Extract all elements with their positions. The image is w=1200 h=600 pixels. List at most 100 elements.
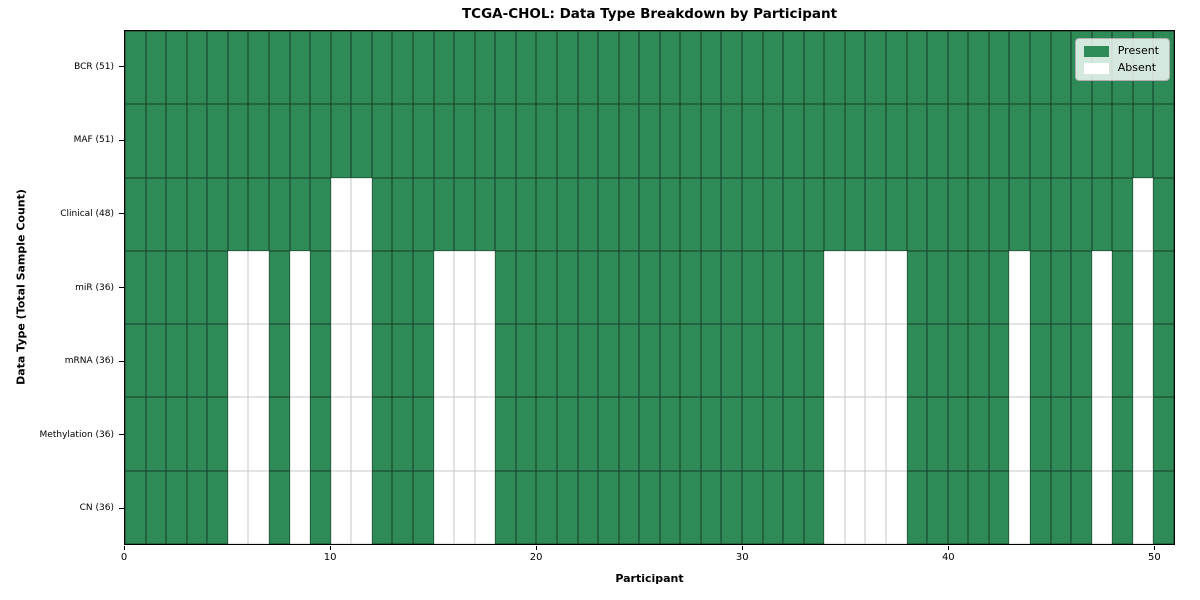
matrix-cell-MAF-p48 (1112, 104, 1133, 178)
matrix-cell-CN-p19 (515, 470, 537, 544)
matrix-cell-MAF-p12 (371, 104, 393, 178)
matrix-cell-Clinical-p38 (906, 177, 928, 251)
matrix-cell-MAF-p3 (186, 104, 208, 178)
matrix-cell-MAF-p43 (1009, 104, 1031, 178)
matrix-cell-MAF-p1 (145, 104, 167, 178)
matrix-cell-Clinical-p22 (577, 177, 599, 251)
matrix-cell-BCR-p16 (454, 31, 475, 105)
matrix-cell-miR-p31 (762, 250, 784, 325)
matrix-cell-BCR-p34 (824, 31, 845, 105)
matrix-cell-CN-p15 (433, 470, 455, 544)
matrix-cell-Methylation-p37 (886, 397, 907, 471)
matrix-cell-Methylation-p33 (803, 397, 825, 471)
matrix-cell-miR-p46 (1071, 250, 1092, 325)
matrix-cell-miR-p36 (865, 250, 887, 325)
matrix-cell-Methylation-p39 (927, 397, 948, 471)
y-axis-labels: BCR (51) MAF (51) Clinical (48) miR (36) mRN… (0, 30, 114, 545)
matrix-cell-CN-p39 (927, 470, 948, 544)
matrix-cell-BCR-p36 (865, 31, 887, 105)
matrix-cell-CN-p46 (1071, 470, 1092, 544)
y-tick-mark (119, 360, 124, 362)
matrix-cell-Clinical-p44 (1030, 177, 1051, 251)
matrix-cell-MAF-p8 (289, 104, 311, 178)
matrix-cell-Clinical-p0 (125, 177, 146, 251)
matrix-cell-Clinical-p8 (289, 177, 311, 251)
matrix-cell-Methylation-p41 (968, 397, 989, 471)
matrix-cell-CN-p0 (125, 470, 146, 544)
matrix-cell-CN-p27 (680, 470, 701, 544)
matrix-cell-Clinical-p47 (1091, 177, 1113, 251)
matrix-cell-CN-p42 (988, 470, 1010, 544)
matrix-cell-CN-p28 (700, 470, 722, 544)
x-tick-label-0: 0 (120, 552, 128, 563)
matrix-cell-CN-p4 (207, 470, 228, 544)
matrix-cell-Clinical-p31 (762, 177, 784, 251)
heatmap-grid (125, 31, 1174, 544)
matrix-cell-BCR-p42 (988, 31, 1010, 105)
matrix-cell-mRNA-p8 (289, 324, 311, 398)
matrix-cell-miR-p28 (700, 250, 722, 325)
matrix-cell-Clinical-p27 (680, 177, 701, 251)
matrix-cell-CN-p5 (227, 470, 249, 544)
matrix-cell-mRNA-p11 (351, 324, 372, 398)
matrix-cell-Clinical-p30 (742, 177, 763, 251)
matrix-cell-mRNA-p1 (145, 324, 167, 398)
matrix-cell-mRNA-p39 (927, 324, 948, 398)
matrix-cell-Clinical-p16 (454, 177, 475, 251)
matrix-cell-Methylation-p12 (371, 397, 393, 471)
matrix-cell-mRNA-p34 (824, 324, 845, 398)
matrix-cell-Methylation-p21 (556, 397, 578, 471)
matrix-cell-Methylation-p15 (433, 397, 455, 471)
matrix-cell-MAF-p31 (762, 104, 784, 178)
matrix-cell-mRNA-p12 (371, 324, 393, 398)
matrix-cell-CN-p36 (865, 470, 887, 544)
matrix-cell-Methylation-p11 (351, 397, 372, 471)
matrix-cell-mRNA-p4 (207, 324, 228, 398)
matrix-cell-BCR-p39 (927, 31, 948, 105)
matrix-cell-BCR-p22 (577, 31, 599, 105)
y-tick-label-Methylation: Methylation (36) (39, 429, 114, 440)
matrix-cell-miR-p6 (248, 250, 269, 325)
matrix-cell-miR-p22 (577, 250, 599, 325)
x-tick-mark (1154, 546, 1156, 550)
matrix-cell-mRNA-p18 (495, 324, 516, 398)
matrix-cell-miR-p47 (1091, 250, 1113, 325)
matrix-cell-miR-p2 (166, 250, 187, 325)
matrix-cell-miR-p20 (536, 250, 557, 325)
matrix-cell-CN-p40 (947, 470, 969, 544)
x-tick-mark (742, 546, 744, 550)
matrix-cell-BCR-p41 (968, 31, 989, 105)
matrix-cell-miR-p26 (659, 250, 681, 325)
matrix-cell-BCR-p26 (659, 31, 681, 105)
y-tick-label-miR: miR (36) (75, 282, 114, 293)
matrix-cell-mRNA-p23 (598, 324, 619, 398)
matrix-cell-mRNA-p16 (454, 324, 475, 398)
matrix-cell-mRNA-p49 (1132, 324, 1154, 398)
matrix-cell-Methylation-p40 (947, 397, 969, 471)
matrix-cell-miR-p15 (433, 250, 455, 325)
legend-absent-swatch (1083, 62, 1109, 74)
matrix-cell-mRNA-p25 (639, 324, 660, 398)
matrix-cell-BCR-p28 (700, 31, 722, 105)
matrix-cell-Clinical-p42 (988, 177, 1010, 251)
matrix-cell-MAF-p33 (803, 104, 825, 178)
matrix-cell-Methylation-p18 (495, 397, 516, 471)
matrix-cell-mRNA-p33 (803, 324, 825, 398)
matrix-cell-Clinical-p50 (1153, 177, 1174, 251)
matrix-cell-mRNA-p13 (392, 324, 413, 398)
matrix-cell-BCR-p12 (371, 31, 393, 105)
matrix-cell-mRNA-p47 (1091, 324, 1113, 398)
matrix-cell-Methylation-p9 (310, 397, 331, 471)
matrix-cell-mRNA-p26 (659, 324, 681, 398)
matrix-cell-Clinical-p40 (947, 177, 969, 251)
matrix-cell-Methylation-p47 (1091, 397, 1113, 471)
matrix-cell-BCR-p43 (1009, 31, 1031, 105)
matrix-cell-Methylation-p5 (227, 397, 249, 471)
matrix-cell-Clinical-p9 (310, 177, 331, 251)
matrix-cell-Methylation-p49 (1132, 397, 1154, 471)
matrix-cell-miR-p3 (186, 250, 208, 325)
matrix-cell-miR-p40 (947, 250, 969, 325)
matrix-cell-mRNA-p29 (721, 324, 743, 398)
matrix-cell-CN-p21 (556, 470, 578, 544)
matrix-cell-miR-p7 (268, 250, 290, 325)
